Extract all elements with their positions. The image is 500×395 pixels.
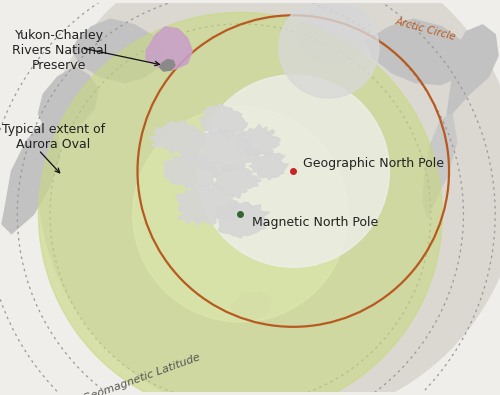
Polygon shape	[447, 25, 498, 115]
Polygon shape	[249, 152, 288, 180]
Text: Geographic North Pole: Geographic North Pole	[303, 157, 444, 170]
Polygon shape	[214, 202, 270, 238]
Circle shape	[132, 107, 348, 322]
Circle shape	[38, 0, 500, 395]
Polygon shape	[423, 113, 456, 217]
Polygon shape	[149, 121, 207, 154]
Text: Magnetic North Pole: Magnetic North Pole	[252, 216, 378, 229]
Polygon shape	[146, 27, 192, 69]
Circle shape	[279, 0, 379, 98]
Polygon shape	[366, 19, 469, 85]
Text: Arctic Circle: Arctic Circle	[394, 17, 457, 42]
Polygon shape	[231, 291, 271, 320]
Polygon shape	[72, 19, 164, 83]
Circle shape	[38, 12, 442, 395]
Circle shape	[197, 75, 390, 267]
Polygon shape	[176, 184, 238, 227]
Polygon shape	[236, 124, 281, 156]
Polygon shape	[212, 165, 262, 198]
Text: Yukon-Charley
Rivers National
Preserve: Yukon-Charley Rivers National Preserve	[12, 29, 107, 72]
Polygon shape	[2, 123, 59, 233]
Polygon shape	[163, 149, 219, 193]
Polygon shape	[160, 60, 175, 71]
Polygon shape	[38, 67, 98, 128]
Text: Geomagnetic Latitude: Geomagnetic Latitude	[82, 352, 202, 395]
Polygon shape	[199, 104, 248, 139]
Polygon shape	[296, 3, 370, 63]
Polygon shape	[184, 127, 262, 174]
Text: Typical extent of
Aurora Oval: Typical extent of Aurora Oval	[2, 123, 105, 151]
